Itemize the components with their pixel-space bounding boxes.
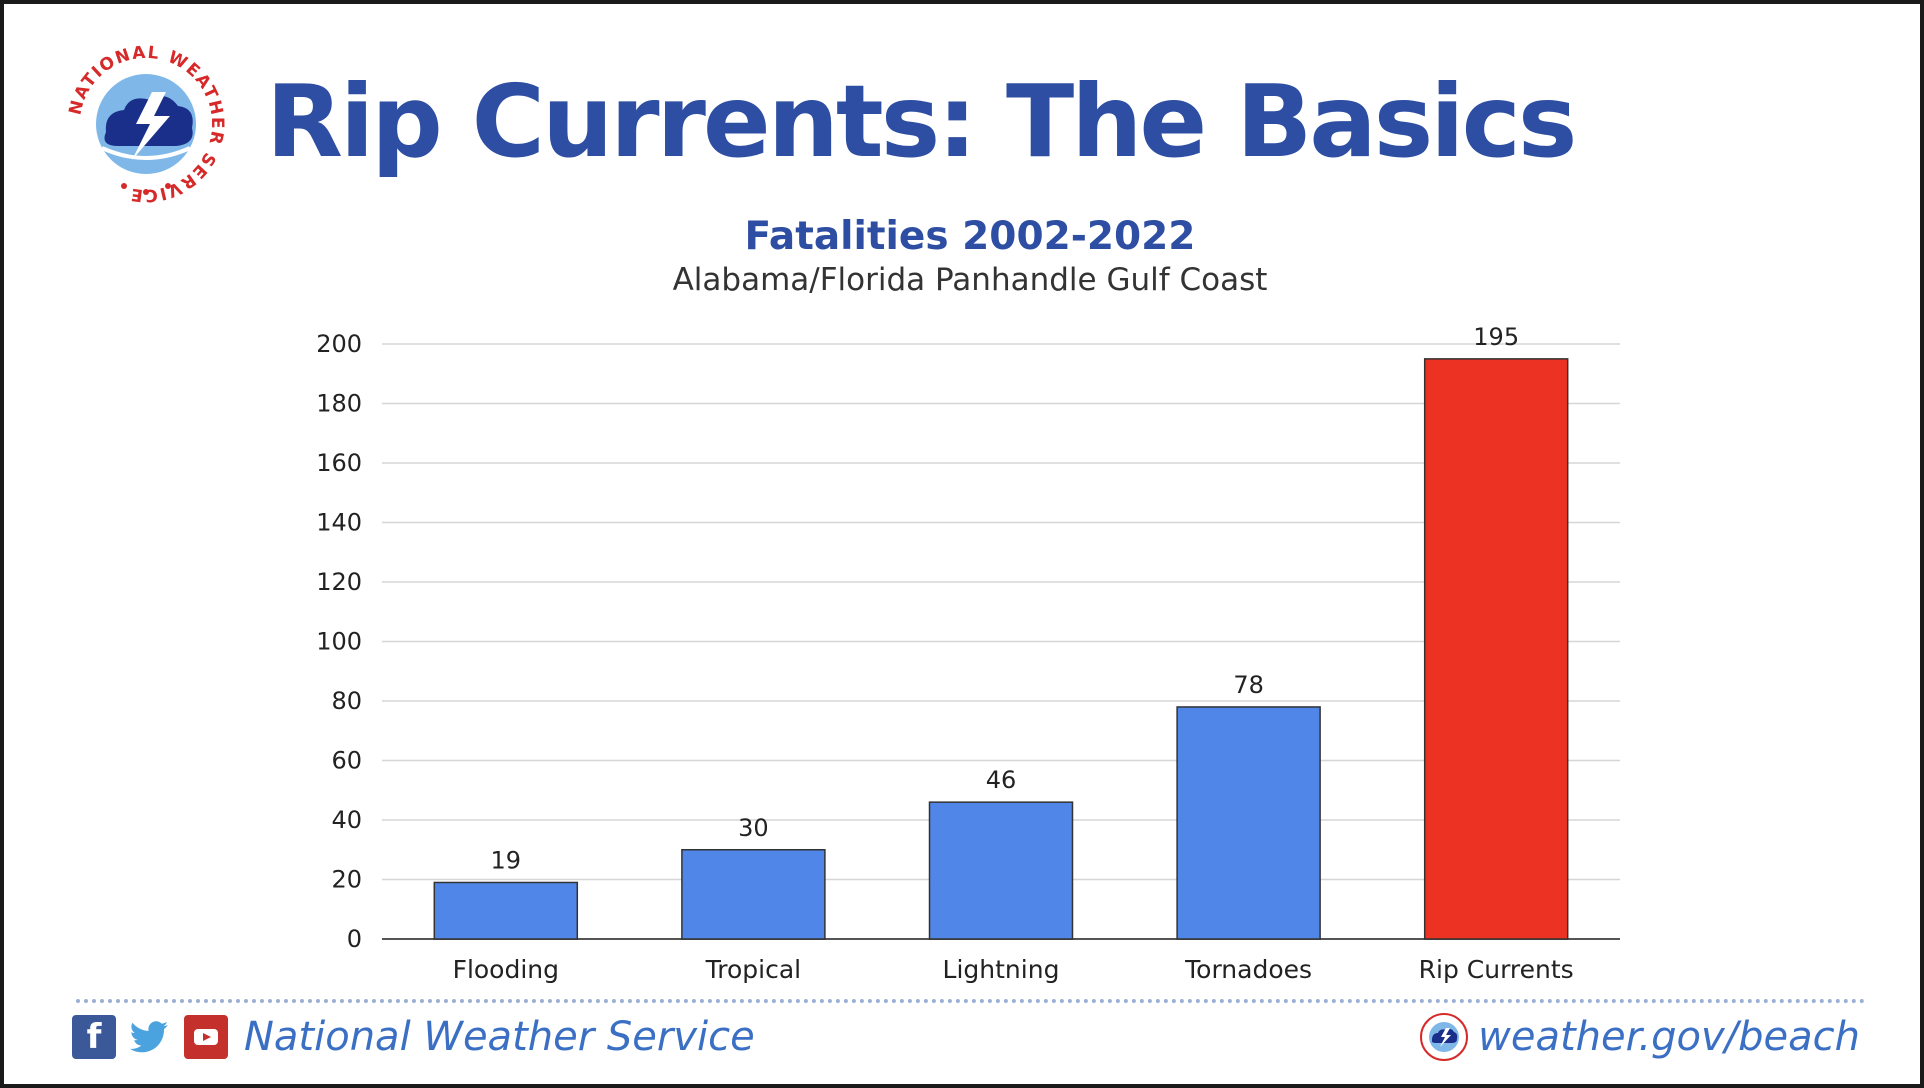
- y-tick-label: 80: [331, 687, 362, 715]
- x-tick-label: Rip Currents: [1419, 955, 1574, 984]
- data-label: 30: [738, 814, 769, 842]
- y-tick-label: 140: [316, 509, 362, 537]
- y-tick-label: 60: [331, 747, 362, 775]
- data-label: 195: [1473, 323, 1519, 351]
- bar-tornadoes: [1176, 706, 1321, 940]
- y-tick-label: 200: [316, 330, 362, 358]
- bar-chart: 0 20 40 60 80 100 120 140 160 180 200 19 Flooding 30 T…: [316, 323, 1620, 984]
- slide: NATIONAL WEATHER SERVICE Rip Currents: T…: [4, 4, 1920, 1084]
- footer-nws-label: National Weather Service: [244, 1014, 755, 1060]
- nws-logo-icon: NATIONAL WEATHER SERVICE: [66, 44, 226, 204]
- chart-title: Fatalities 2002-2022: [744, 214, 1196, 259]
- twitter-icon[interactable]: [128, 1015, 172, 1059]
- y-tick-label: 40: [331, 806, 362, 834]
- y-tick-label: 20: [331, 866, 362, 894]
- y-tick-label: 120: [316, 568, 362, 596]
- data-label: 19: [491, 846, 522, 874]
- data-label: 46: [986, 766, 1017, 794]
- data-label: 78: [1233, 671, 1264, 699]
- x-tick-label: Lightning: [943, 955, 1060, 984]
- bar-flooding: [433, 881, 579, 940]
- youtube-icon[interactable]: [184, 1015, 228, 1059]
- facebook-icon[interactable]: f: [72, 1015, 116, 1059]
- footer-divider: [76, 999, 1866, 1003]
- footer-url-link[interactable]: weather.gov/beach: [1478, 1014, 1860, 1060]
- x-tick-label: Flooding: [453, 955, 559, 984]
- page-title: Rip Currents: The Basics: [266, 63, 1577, 180]
- bar-rip-currents: [1423, 358, 1569, 940]
- y-tick-label: 180: [316, 390, 362, 418]
- x-tick-label: Tornadoes: [1184, 955, 1312, 984]
- nws-small-logo-icon: [1420, 1013, 1469, 1061]
- footer-right: weather.gov/beach: [1420, 1012, 1860, 1062]
- bar-tropical: [681, 849, 826, 940]
- bar-lightning: [928, 801, 1074, 940]
- footer-left: f National Weather Service: [72, 1012, 755, 1062]
- x-tick-label: Tropical: [705, 955, 801, 984]
- y-tick-label: 160: [316, 449, 362, 477]
- chart-subtitle: Alabama/Florida Panhandle Gulf Coast: [672, 262, 1268, 298]
- y-tick-label: 0: [347, 925, 362, 953]
- y-tick-label: 100: [316, 628, 362, 656]
